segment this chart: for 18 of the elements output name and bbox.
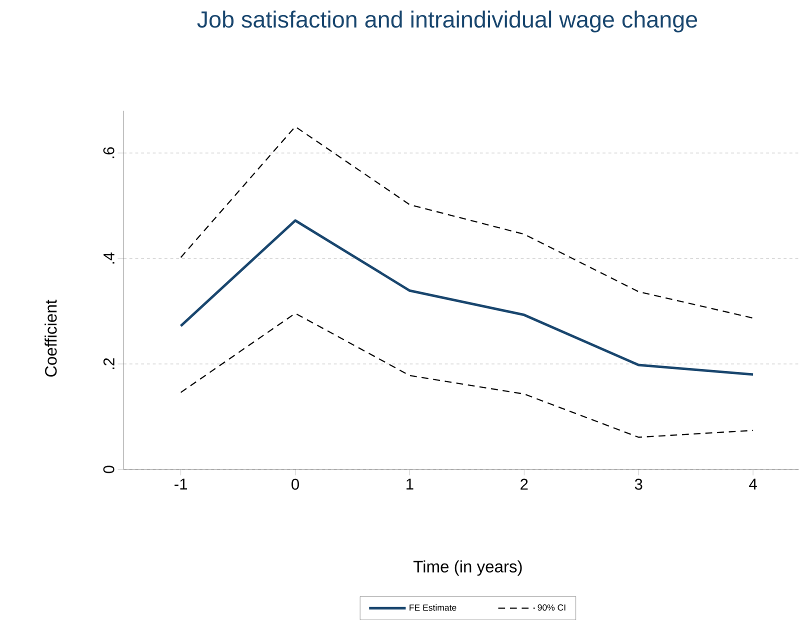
y-tick-label: .6 — [103, 147, 114, 158]
legend-label: FE Estimate — [410, 604, 456, 611]
line-series — [180, 219, 754, 376]
y-axis-title: Coefficient — [44, 300, 57, 377]
x-tick-label: 3 — [634, 478, 642, 490]
x-tick-label: 0 — [292, 478, 299, 490]
chart-title: Job satisfaction and intraindividual wage change — [197, 10, 698, 32]
x-axis-title: Time (in years) — [413, 560, 522, 576]
legend-label: 90% CI — [538, 604, 566, 611]
x-tick-label: 4 — [749, 478, 757, 490]
x-tick-label: 1 — [406, 478, 414, 490]
line-series — [180, 126, 754, 319]
y-tick-label: .4 — [104, 252, 114, 264]
x-tick-label: -1 — [174, 478, 187, 490]
line-series — [180, 312, 754, 438]
y-tick-label: 0 — [103, 466, 114, 474]
x-tick-label: 2 — [520, 478, 528, 490]
y-tick-label: .2 — [103, 358, 114, 369]
